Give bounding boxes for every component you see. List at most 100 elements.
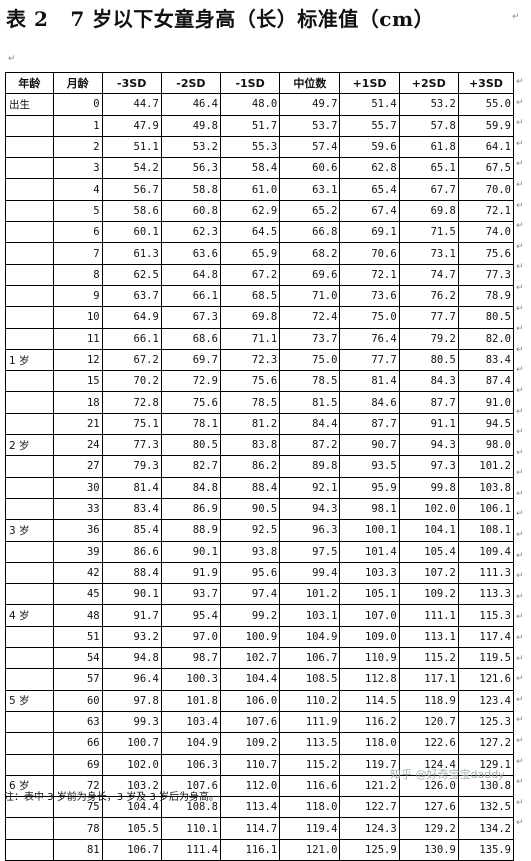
month-cell: 4 xyxy=(52,178,103,201)
age-cell xyxy=(5,263,54,286)
age-cell: 3 岁 xyxy=(5,519,54,542)
month-cell: 12 xyxy=(52,348,103,372)
age-cell xyxy=(5,199,54,223)
table-row: 81 106.7 111.4 116.1 121.0 125.9 130.9 135.9 xyxy=(5,838,515,861)
value-cell: 63.1 xyxy=(279,178,341,201)
value-cell: 81.4 xyxy=(339,370,400,393)
age-cell xyxy=(5,647,54,670)
value-cell: 109.0 xyxy=(339,625,400,649)
value-cell: 46.4 xyxy=(160,93,222,116)
value-cell: 67.4 xyxy=(339,199,400,223)
row-end-mark-icon: ↵ xyxy=(516,118,524,129)
age-cell xyxy=(5,561,54,585)
value-cell: 105.4 xyxy=(398,540,459,563)
value-cell: 124.3 xyxy=(339,817,400,840)
value-cell: 119.5 xyxy=(457,647,515,670)
paragraph-mark-icon: ↵ xyxy=(512,12,520,22)
value-cell: 75.6 xyxy=(457,242,515,265)
column-header: +1SD xyxy=(339,71,400,95)
row-end-mark-icon: ↵ xyxy=(516,797,524,808)
column-header: -1SD xyxy=(219,71,281,95)
value-cell: 100.9 xyxy=(219,625,281,649)
value-cell: 102.7 xyxy=(219,647,281,670)
month-cell: 54 xyxy=(52,647,103,670)
value-cell: 63.7 xyxy=(101,284,162,308)
table-row: 33 83.4 86.9 90.5 94.3 98.1 102.0 106.1 xyxy=(5,497,515,521)
age-cell xyxy=(5,455,54,478)
value-cell: 72.9 xyxy=(160,370,222,393)
month-cell: 66 xyxy=(52,732,103,755)
value-cell: 88.9 xyxy=(160,519,222,542)
table-row: 39 86.6 90.1 93.8 97.5 101.4 105.4 109.4 xyxy=(5,540,515,563)
month-cell: 30 xyxy=(52,476,103,499)
row-end-mark-icon: ↵ xyxy=(516,509,524,520)
age-cell xyxy=(5,391,54,414)
value-cell: 67.3 xyxy=(160,306,222,329)
table-row: 10 64.9 67.3 69.8 72.4 75.0 77.7 80.5 xyxy=(5,306,515,329)
table-row: 出生 0 44.7 46.4 48.0 49.7 51.4 53.2 55.0 xyxy=(5,93,515,116)
table-row: 69 102.0 106.3 110.7 115.2 119.7 124.4 129.1 xyxy=(5,753,515,776)
value-cell: 103.1 xyxy=(279,604,341,627)
value-cell: 75.1 xyxy=(101,412,162,436)
value-cell: 76.4 xyxy=(339,327,400,350)
value-cell: 67.5 xyxy=(457,157,515,180)
month-cell: 9 xyxy=(52,284,103,308)
value-cell: 111.3 xyxy=(457,561,515,585)
value-cell: 100.7 xyxy=(101,732,162,755)
value-cell: 92.1 xyxy=(279,476,341,499)
value-cell: 130.9 xyxy=(398,838,459,861)
month-cell: 7 xyxy=(52,242,103,265)
month-cell: 0 xyxy=(52,93,103,116)
value-cell: 125.3 xyxy=(457,710,515,734)
value-cell: 66.8 xyxy=(279,221,341,244)
value-cell: 65.2 xyxy=(279,199,341,223)
age-cell xyxy=(5,412,54,436)
value-cell: 113.5 xyxy=(279,732,341,755)
table-row: 8 62.5 64.8 67.2 69.6 72.1 74.7 77.3 xyxy=(5,263,515,286)
table-number: 表 2 xyxy=(6,7,49,31)
value-cell: 99.3 xyxy=(101,710,162,734)
row-end-mark-icon: ↵ xyxy=(516,303,524,314)
table-row: 2 岁 24 77.3 80.5 83.8 87.2 90.7 94.3 98.0 xyxy=(5,434,515,457)
row-end-mark-icon: ↵ xyxy=(516,77,524,87)
value-cell: 98.7 xyxy=(160,647,222,670)
row-end-mark-icon: ↵ xyxy=(516,427,524,438)
value-cell: 107.6 xyxy=(160,774,222,798)
value-cell: 80.5 xyxy=(457,306,515,329)
paragraph-mark-icon: ↵ xyxy=(8,54,16,64)
value-cell: 67.7 xyxy=(398,178,459,201)
value-cell: 90.7 xyxy=(339,434,400,457)
age-cell xyxy=(5,221,54,244)
value-cell: 68.6 xyxy=(160,327,222,350)
table-row: 78 105.5 110.1 114.7 119.4 124.3 129.2 134.2 xyxy=(5,817,515,840)
value-cell: 100.3 xyxy=(160,668,222,691)
table-row: 11 66.1 68.6 71.1 73.7 76.4 79.2 82.0 xyxy=(5,327,515,350)
value-cell: 75.0 xyxy=(279,348,341,372)
value-cell: 104.9 xyxy=(279,625,341,649)
value-cell: 113.4 xyxy=(219,796,281,819)
age-cell xyxy=(5,157,54,180)
value-cell: 69.8 xyxy=(219,306,281,329)
month-cell: 5 xyxy=(52,199,103,223)
value-cell: 94.3 xyxy=(398,434,459,457)
value-cell: 101.2 xyxy=(279,583,341,606)
table-row: 63 99.3 103.4 107.6 111.9 116.2 120.7 125.3 xyxy=(5,710,515,734)
value-cell: 109.4 xyxy=(457,540,515,563)
value-cell: 53.2 xyxy=(160,135,222,159)
row-end-mark-icon: ↵ xyxy=(516,365,524,376)
value-cell: 74.7 xyxy=(398,263,459,286)
value-cell: 64.1 xyxy=(457,135,515,159)
value-cell: 118.0 xyxy=(339,732,400,755)
value-cell: 87.2 xyxy=(279,434,341,457)
table-row: 18 72.8 75.6 78.5 81.5 84.6 87.7 91.0 xyxy=(5,391,515,414)
value-cell: 112.8 xyxy=(339,668,400,691)
age-cell xyxy=(5,583,54,606)
row-end-mark-icon: ↵ xyxy=(516,241,524,252)
value-cell: 92.5 xyxy=(219,519,281,542)
value-cell: 70.6 xyxy=(339,242,400,265)
age-cell xyxy=(5,114,54,137)
value-cell: 105.5 xyxy=(101,817,162,840)
month-cell: 24 xyxy=(52,434,103,457)
value-cell: 118.9 xyxy=(398,689,459,712)
row-end-mark-icon: ↵ xyxy=(516,694,524,705)
